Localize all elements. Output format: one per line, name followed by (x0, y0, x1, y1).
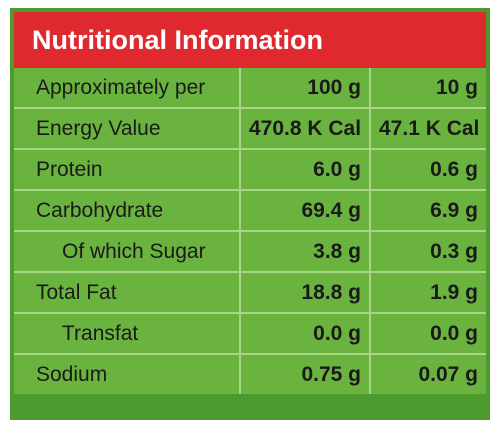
row-label: Total Fat (14, 271, 241, 314)
value-per-100g: 100 g (239, 68, 371, 109)
value-per-100g: 0.0 g (239, 312, 371, 355)
value-per-10g: 1.9 g (369, 271, 486, 314)
value-per-10g: 47.1 K Cal (369, 107, 486, 150)
value-per-100g: 470.8 K Cal (239, 107, 371, 150)
value-per-100g: 0.75 g (239, 353, 371, 394)
value-per-10g: 0.0 g (369, 312, 486, 355)
value-per-10g: 6.9 g (369, 189, 486, 232)
row-label: Of which Sugar (14, 230, 241, 273)
table-row: Carbohydrate 69.4 g 6.9 g (14, 189, 486, 232)
table-row: Total Fat 18.8 g 1.9 g (14, 271, 486, 314)
table-row: Energy Value 470.8 K Cal 47.1 K Cal (14, 107, 486, 150)
value-per-100g: 18.8 g (239, 271, 371, 314)
value-per-100g: 6.0 g (239, 148, 371, 191)
table-row: Sodium 0.75 g 0.07 g (14, 353, 486, 394)
value-per-10g: 0.6 g (369, 148, 486, 191)
nutrition-panel: Nutritional Information Approximately pe… (10, 8, 490, 420)
row-label: Transfat (14, 312, 241, 355)
value-per-10g: 10 g (369, 68, 486, 109)
row-label: Energy Value (14, 107, 241, 150)
table-row: Transfat 0.0 g 0.0 g (14, 312, 486, 355)
row-label: Approximately per (14, 68, 241, 109)
value-per-10g: 0.07 g (369, 353, 486, 394)
row-label: Sodium (14, 353, 241, 394)
row-label: Carbohydrate (14, 189, 241, 232)
row-label: Protein (14, 148, 241, 191)
table-row: Protein 6.0 g 0.6 g (14, 148, 486, 191)
nutrition-table: Approximately per 100 g 10 g Energy Valu… (14, 68, 486, 394)
table-row: Approximately per 100 g 10 g (14, 68, 486, 109)
value-per-10g: 0.3 g (369, 230, 486, 273)
value-per-100g: 69.4 g (239, 189, 371, 232)
nutrition-title: Nutritional Information (14, 12, 486, 68)
value-per-100g: 3.8 g (239, 230, 371, 273)
table-row: Of which Sugar 3.8 g 0.3 g (14, 230, 486, 273)
